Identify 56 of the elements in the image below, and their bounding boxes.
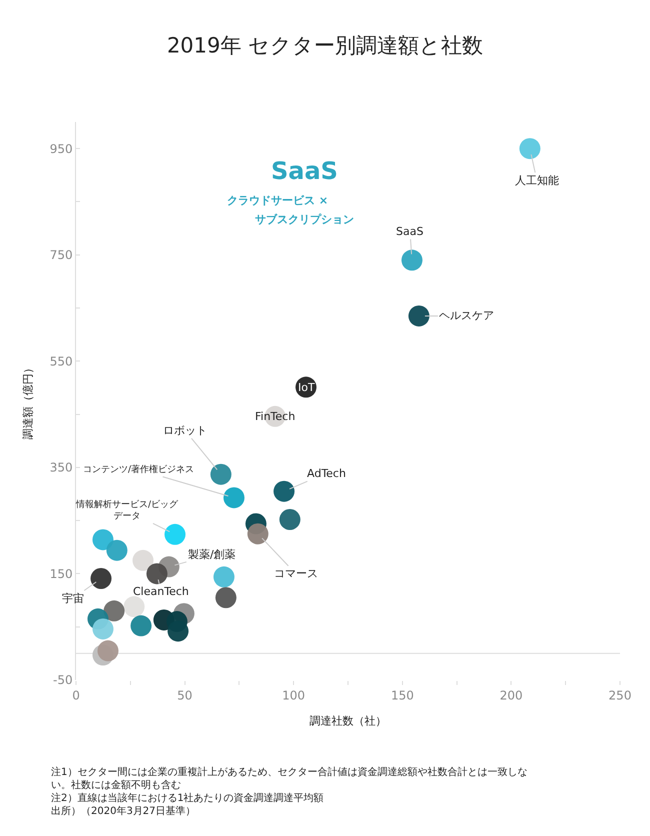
text: 注1）セクター間には企業の重複計上があるため、セクター合計値は資金調達総額や社数合計とは一致しない。社数には金額不明も含む <box>51 766 528 791</box>
point <box>213 566 234 588</box>
x-tick-label: 150 <box>390 688 414 702</box>
chart-title: 2019年 セクター別調達額と社数 <box>166 33 484 58</box>
point <box>247 523 268 544</box>
y-tick-label: 150 <box>50 566 73 581</box>
annotation: ヘルスケア <box>439 309 494 322</box>
point <box>124 596 145 618</box>
point <box>408 305 430 326</box>
x-tick-label: 50 <box>177 688 192 702</box>
y-tick-label: 550 <box>50 354 73 368</box>
point <box>130 615 152 636</box>
annotation: CleanTech <box>133 585 189 598</box>
point <box>98 640 118 662</box>
annotation: SaaS <box>271 157 338 185</box>
x-tick-label: 0 <box>72 688 80 702</box>
point <box>92 529 114 550</box>
point <box>168 620 189 642</box>
point <box>274 480 295 502</box>
point <box>90 568 112 589</box>
annotation: 製薬/創薬 <box>188 548 236 561</box>
annotation: FinTech <box>255 410 296 423</box>
x-tick-label: 200 <box>500 688 523 702</box>
y-tick-label: -50 <box>52 673 73 688</box>
point <box>215 587 236 608</box>
text: 出所）（2020年3月27日基準） <box>51 805 196 817</box>
annotation: コマース <box>274 567 318 580</box>
text: 注2）直線は当該年における1社あたりの資金調達調達平均額 <box>51 792 324 804</box>
x-tick-label: 100 <box>282 688 306 702</box>
annotation: IoT <box>298 381 315 394</box>
annotation: サブスクリプション <box>255 213 354 226</box>
annotation: ロボット <box>163 424 207 437</box>
y-axis-title: 調達額（億円） <box>21 362 34 440</box>
y-tick-label: 750 <box>50 248 73 262</box>
point <box>104 600 125 622</box>
annotation: 宇宙 <box>62 592 84 605</box>
y-tick-label: 950 <box>50 142 73 156</box>
point <box>146 563 168 584</box>
point <box>210 464 232 485</box>
point <box>132 550 154 571</box>
annotation: クラウドサービス × <box>227 194 328 207</box>
point <box>401 250 422 271</box>
annotation: SaaS <box>396 225 424 238</box>
point <box>223 487 244 508</box>
annotation: 人工知能 <box>515 174 559 187</box>
annotation: 情報解析サービス/ビッグデータ <box>75 499 180 522</box>
point <box>106 540 128 561</box>
point <box>519 138 540 160</box>
y-tick-label: 350 <box>50 460 73 475</box>
x-axis-title: 調達社数（社） <box>310 714 386 728</box>
annotation: コンテンツ/著作権ビジネス <box>83 464 194 475</box>
point <box>92 618 114 640</box>
annotation: AdTech <box>307 467 346 480</box>
point <box>164 524 186 545</box>
point <box>279 509 300 530</box>
x-tick-label: 250 <box>608 688 632 702</box>
